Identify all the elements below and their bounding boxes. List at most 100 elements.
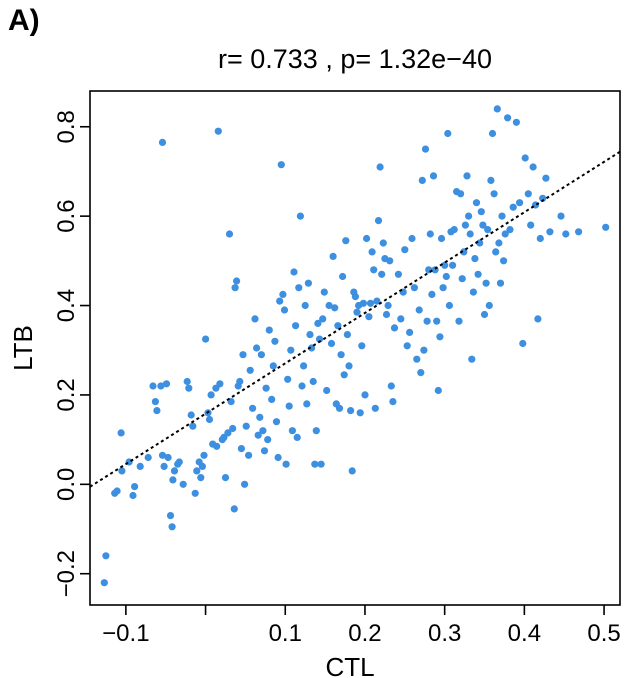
data-point — [317, 460, 325, 468]
data-point — [498, 212, 506, 220]
data-point — [246, 366, 254, 374]
data-point — [102, 552, 110, 560]
data-point — [512, 118, 521, 126]
data-point — [342, 237, 350, 245]
data-point — [198, 462, 206, 470]
data-point — [429, 172, 438, 180]
data-point — [268, 395, 276, 403]
data-point — [504, 114, 512, 122]
data-point — [425, 266, 433, 274]
data-point — [449, 261, 457, 269]
data-point — [431, 266, 439, 274]
data-point — [441, 261, 449, 269]
data-point — [314, 319, 322, 327]
data-point — [284, 375, 292, 383]
data-point — [382, 310, 391, 319]
data-point — [272, 418, 281, 426]
data-point — [292, 322, 300, 330]
data-point — [347, 407, 355, 415]
chart-title: r= 0.733 , p= 1.32e−40 — [218, 44, 492, 74]
x-tick-label: 0.3 — [428, 620, 461, 647]
data-point — [490, 190, 498, 198]
data-point — [169, 476, 177, 484]
data-point — [406, 328, 414, 336]
data-point — [442, 272, 450, 281]
data-point — [562, 230, 570, 238]
data-point — [492, 248, 500, 256]
data-point — [439, 284, 447, 292]
data-point — [331, 304, 339, 312]
data-point — [339, 272, 347, 281]
data-point — [160, 462, 168, 470]
data-point — [536, 234, 544, 243]
data-point — [136, 462, 144, 470]
x-axis-label: CTL — [325, 652, 374, 678]
data-point — [408, 234, 416, 243]
data-point — [216, 380, 224, 388]
data-point — [542, 174, 550, 182]
data-point — [557, 212, 565, 220]
data-point — [319, 315, 327, 323]
data-point — [323, 386, 331, 395]
data-point — [516, 199, 524, 207]
data-point — [394, 270, 402, 278]
data-point — [276, 297, 284, 305]
data-point — [428, 290, 436, 298]
data-point — [379, 239, 387, 247]
data-point — [253, 344, 261, 352]
x-tick-label: 0.5 — [587, 620, 620, 647]
data-point — [274, 453, 282, 462]
data-point — [465, 212, 473, 220]
data-point — [264, 436, 272, 444]
data-point — [468, 355, 476, 363]
data-point — [241, 480, 249, 488]
data-point — [327, 339, 336, 348]
data-point — [311, 460, 319, 468]
data-point — [390, 324, 399, 332]
data-point — [506, 226, 514, 234]
data-point — [329, 252, 337, 260]
data-point — [288, 427, 296, 435]
data-point — [207, 391, 215, 399]
y-tick-label: −0.2 — [53, 550, 80, 597]
data-point — [457, 190, 465, 198]
data-point — [418, 176, 426, 184]
regression-line — [89, 150, 621, 488]
data-point — [476, 239, 484, 247]
data-point — [387, 382, 395, 390]
data-point — [415, 306, 423, 314]
data-point — [401, 246, 409, 254]
data-point — [353, 308, 361, 316]
data-point — [303, 400, 311, 408]
data-point — [337, 351, 345, 359]
data-point — [301, 301, 309, 310]
data-point — [254, 431, 262, 439]
data-point — [189, 422, 197, 430]
data-point — [334, 322, 342, 330]
data-point — [472, 199, 481, 207]
data-point — [477, 208, 485, 216]
data-point — [320, 288, 328, 296]
data-point — [149, 382, 157, 390]
data-point — [450, 226, 458, 234]
data-point — [157, 382, 165, 390]
data-point — [455, 317, 463, 325]
data-point — [575, 228, 583, 236]
data-point — [482, 279, 490, 287]
data-point — [345, 362, 353, 370]
data-point — [117, 429, 125, 437]
data-point — [214, 127, 222, 135]
data-point — [403, 342, 411, 350]
data-point — [285, 402, 293, 410]
data-point — [242, 422, 250, 430]
data-point — [271, 337, 279, 345]
panel-label: A) — [8, 4, 40, 37]
data-point — [213, 442, 221, 450]
data-point — [129, 491, 137, 500]
x-tick-label: 0.2 — [348, 620, 381, 647]
x-tick-label: 0.1 — [269, 620, 302, 647]
data-point — [335, 404, 344, 412]
data-point — [280, 306, 289, 314]
data-point — [343, 331, 351, 339]
